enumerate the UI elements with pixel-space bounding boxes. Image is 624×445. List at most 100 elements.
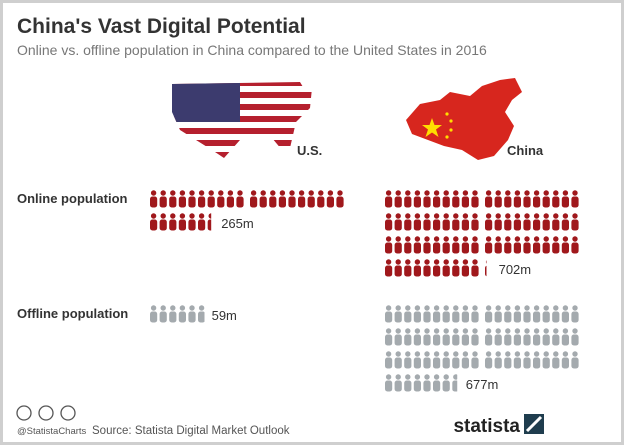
icon-head bbox=[572, 351, 578, 357]
icon-body bbox=[433, 311, 441, 323]
icon-head bbox=[395, 259, 401, 265]
value-label: 677m bbox=[466, 377, 499, 392]
icon-body bbox=[433, 380, 441, 392]
icon-body bbox=[394, 334, 402, 346]
icon-body bbox=[433, 242, 441, 254]
icon-head bbox=[160, 213, 166, 219]
icon-head bbox=[495, 305, 501, 311]
icon-body bbox=[571, 242, 579, 254]
icon-body bbox=[552, 311, 560, 323]
icon-head bbox=[572, 190, 578, 196]
icon-body bbox=[394, 242, 402, 254]
icon-body bbox=[442, 334, 450, 346]
icon-head bbox=[543, 190, 549, 196]
icon-body bbox=[159, 219, 167, 231]
icon-body bbox=[471, 219, 479, 231]
icon-head bbox=[514, 213, 521, 219]
icon-body bbox=[452, 311, 460, 323]
icon-head bbox=[170, 213, 176, 219]
icon-head bbox=[443, 351, 449, 357]
icon-head bbox=[218, 190, 224, 196]
icon-head bbox=[533, 351, 540, 357]
icon-head bbox=[385, 351, 392, 357]
brand: statista bbox=[453, 416, 520, 437]
icon-head bbox=[198, 190, 205, 196]
icon-head bbox=[514, 190, 521, 196]
icon-head bbox=[208, 190, 214, 196]
icon-body bbox=[217, 196, 225, 208]
icon-head bbox=[505, 305, 511, 311]
icon-head bbox=[562, 213, 569, 219]
icon-head bbox=[337, 190, 343, 196]
icon-body bbox=[385, 311, 393, 323]
icon-head bbox=[250, 190, 257, 196]
china-flag bbox=[406, 78, 522, 160]
icon-body bbox=[452, 242, 460, 254]
icon-head bbox=[395, 374, 401, 380]
icon-head bbox=[472, 305, 478, 311]
icon-body bbox=[461, 334, 469, 346]
icon-head bbox=[524, 213, 530, 219]
icon-body bbox=[552, 242, 560, 254]
icon-body bbox=[150, 196, 158, 208]
icon-head bbox=[543, 305, 549, 311]
icon-body bbox=[471, 265, 479, 277]
icon-body bbox=[523, 357, 531, 369]
icon-body bbox=[198, 219, 206, 231]
value-label: 702m bbox=[499, 262, 532, 277]
icon-body bbox=[385, 380, 393, 392]
icon-head bbox=[533, 328, 540, 334]
icon-head bbox=[237, 190, 243, 196]
icon-body bbox=[461, 265, 469, 277]
icon-body bbox=[523, 311, 531, 323]
icon-body bbox=[552, 196, 560, 208]
icon-body bbox=[336, 196, 344, 208]
icon-head bbox=[524, 190, 530, 196]
icon-body bbox=[523, 334, 531, 346]
icon-head bbox=[495, 190, 501, 196]
icon-body bbox=[442, 265, 450, 277]
icon-body bbox=[504, 196, 512, 208]
icon-body bbox=[394, 219, 402, 231]
icon-body bbox=[513, 311, 521, 323]
icon-head bbox=[514, 236, 521, 242]
icon-body bbox=[504, 219, 512, 231]
icon-head bbox=[553, 213, 559, 219]
icon-body bbox=[494, 311, 502, 323]
icon-head bbox=[385, 305, 392, 311]
icon-head bbox=[385, 328, 392, 334]
icon-head bbox=[472, 259, 478, 265]
icon-body bbox=[150, 311, 158, 323]
icon-body bbox=[423, 311, 431, 323]
icon-head bbox=[150, 190, 157, 196]
icon-head bbox=[405, 236, 411, 242]
icon-head bbox=[462, 305, 469, 311]
icon-head bbox=[505, 351, 511, 357]
icon-body bbox=[533, 357, 541, 369]
icon-head bbox=[533, 190, 540, 196]
icon-body bbox=[513, 196, 521, 208]
icon-body bbox=[413, 334, 421, 346]
icon-head bbox=[443, 305, 449, 311]
icon-body bbox=[178, 196, 186, 208]
icon-body bbox=[433, 265, 441, 277]
icon-head bbox=[553, 351, 559, 357]
icon-head bbox=[462, 236, 469, 242]
icon-body bbox=[461, 242, 469, 254]
icon-head bbox=[424, 305, 430, 311]
icon-head bbox=[385, 259, 392, 265]
icon-body bbox=[259, 196, 267, 208]
icon-head bbox=[443, 236, 449, 242]
icon-head bbox=[453, 213, 459, 219]
icon-head bbox=[485, 236, 492, 242]
icon-body bbox=[188, 196, 196, 208]
icon-body bbox=[513, 219, 521, 231]
icon-body bbox=[404, 380, 412, 392]
icon-body bbox=[404, 311, 412, 323]
icon-body bbox=[485, 219, 493, 231]
icon-body bbox=[533, 242, 541, 254]
icon-head bbox=[553, 305, 559, 311]
icon-body bbox=[394, 265, 402, 277]
icon-head bbox=[543, 236, 549, 242]
